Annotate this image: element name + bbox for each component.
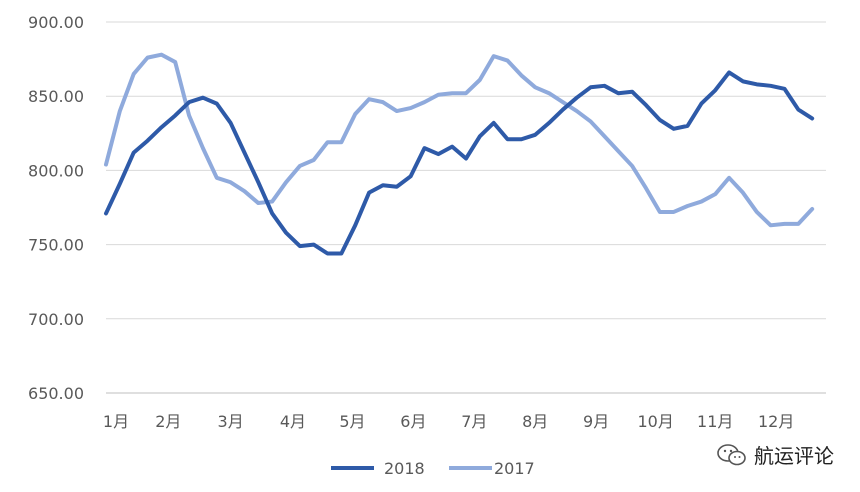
watermark-text: 航运评论 bbox=[754, 444, 834, 468]
series-line-2017 bbox=[104, 52, 815, 228]
x-tick-label: 1月 bbox=[103, 412, 129, 431]
wechat-icon bbox=[717, 443, 746, 465]
y-tick-label: 700.00 bbox=[28, 310, 84, 329]
series-lines bbox=[104, 52, 815, 256]
x-tick-label: 4月 bbox=[280, 412, 306, 431]
y-tick-label: 900.00 bbox=[28, 13, 84, 32]
x-tick-label: 5月 bbox=[339, 412, 365, 431]
x-tick-label: 11月 bbox=[697, 412, 733, 431]
x-tick-label: 6月 bbox=[400, 412, 426, 431]
y-tick-label: 800.00 bbox=[28, 161, 84, 180]
y-axis-ticks: 650.00 700.00 750.00 800.00 850.00 900.00 bbox=[28, 13, 84, 403]
x-tick-label: 10月 bbox=[638, 412, 674, 431]
y-tick-label: 650.00 bbox=[28, 384, 84, 403]
legend-label-2018: 2018 bbox=[384, 459, 425, 478]
series-line-2018 bbox=[104, 70, 815, 256]
x-tick-label: 9月 bbox=[583, 412, 609, 431]
y-tick-label: 850.00 bbox=[28, 87, 84, 106]
x-tick-label: 12月 bbox=[758, 412, 794, 431]
x-tick-label: 7月 bbox=[461, 412, 487, 431]
legend-label-2017: 2017 bbox=[494, 459, 535, 478]
x-tick-label: 8月 bbox=[522, 412, 548, 431]
x-axis-ticks: 1月 2月 3月 4月 5月 6月 7月 8月 9月 10月 11月 12月 bbox=[103, 412, 794, 431]
gridlines bbox=[106, 21, 826, 320]
legend: 2018 2017 bbox=[331, 459, 535, 478]
x-tick-label: 3月 bbox=[218, 412, 244, 431]
x-tick-label: 2月 bbox=[155, 412, 181, 431]
y-tick-label: 750.00 bbox=[28, 236, 84, 255]
watermark: 航运评论 bbox=[716, 440, 834, 469]
